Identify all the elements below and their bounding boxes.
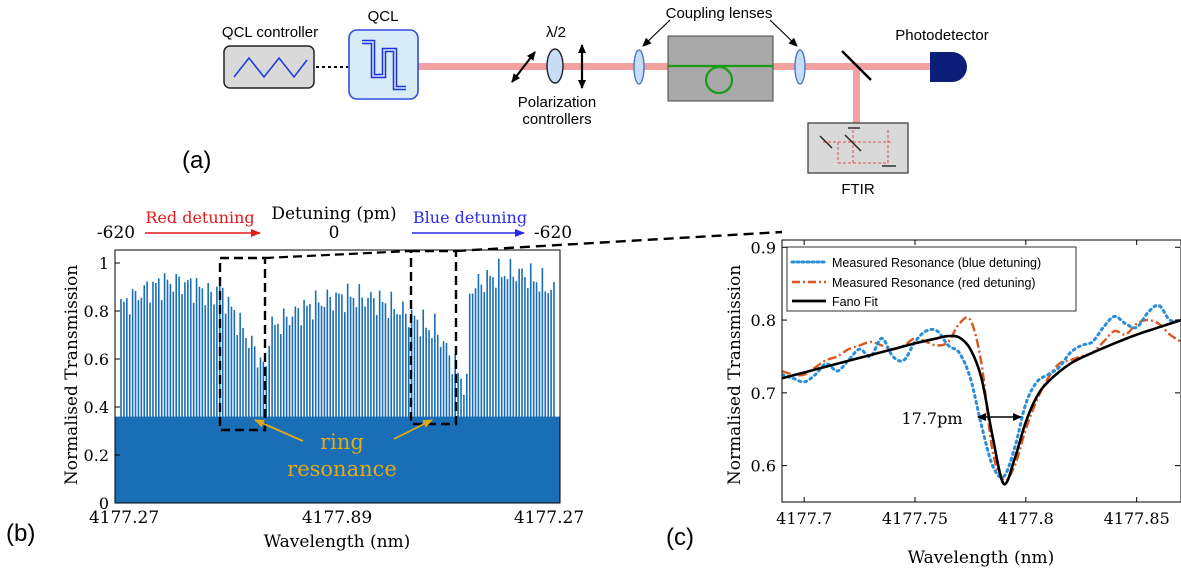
top-tick-right: -620 [534,223,572,243]
lens-pointer-right [769,19,798,47]
panel-b-y-axis: 0 0.2 0.4 0.6 0.8 1 [84,254,120,513]
b-y-tick-label: 0.6 [84,350,109,369]
c-x-tick-label: 4177.75 [882,509,948,528]
series-line-2 [782,318,1181,486]
b-y-tick-label: 0 [99,494,109,513]
red-detuning-label: Red detuning [145,208,254,227]
panel-label-c: (c) [666,524,694,551]
qcl-label: QCL [368,8,399,25]
ring-arrow-right [393,419,433,440]
panel-c-series [782,303,1181,486]
chip [667,35,774,102]
b-x-axis-label: Wavelength (nm) [264,532,411,552]
b-y-axis-label: Normalised Transmission [62,265,82,485]
photodetector-icon [930,52,967,82]
polarization-arrow-diagonal [511,51,536,83]
top-tick-mid: 0 [329,223,340,243]
panel-c-x-axis: 4177.7 4177.75 4177.8 4177.85 [776,240,1170,528]
ring-arrow-left [254,419,304,442]
ring-label-line1: ring [320,430,364,454]
setup-diagram: QCL controller QCL λ/2 Polarization cont… [182,5,989,198]
panel-c-y-axis: 0.6 0.7 0.8 0.9 [751,238,1180,476]
c-y-axis-label: Normalised Transmission [725,265,745,485]
series-line-1 [782,316,1181,482]
c-y-tick-label: 0.6 [751,457,776,476]
b-y-tick-label: 1 [99,254,109,273]
c-x-tick-label: 4177.85 [1104,509,1170,528]
coupling-lens-right [794,49,806,85]
coupling-lens-left [633,49,645,85]
half-wave-label: λ/2 [546,24,566,41]
legend-box [786,246,1077,312]
half-wave-plate [546,48,564,84]
panel-c-legend: Measured Resonance (blue detuning) Measu… [786,246,1077,312]
legend-label-fit: Fano Fit [832,295,878,309]
series-line-0 [782,303,1181,479]
b-x-tick-mid: 4177.89 [302,508,372,528]
panel-label-b: (b) [6,520,35,547]
top-axis-title: Detuning (pm) [271,204,396,224]
ring-label-line2: resonance [287,457,397,481]
legend-label-red: Measured Resonance (red detuning) [832,276,1036,290]
top-tick-left: -620 [97,223,135,243]
b-y-tick-label: 0.2 [84,446,109,465]
interferometer-icon [823,130,893,164]
panel-b: 0 0.2 0.4 0.6 0.8 1 4177.27 4177.89 4177.27 W… [6,204,783,552]
fwhm-label: 17.7pm [901,409,962,428]
panel-c: 4177.7 4177.75 4177.8 4177.85 0.60.70.80.9 … [666,238,1181,568]
polarization-label-line2: controllers [522,111,591,128]
ring-resonator [704,65,734,95]
triangle-wave-icon [233,56,308,79]
c-y-tick-label: 0.7 [751,384,776,403]
photodetector-label: Photodetector [895,27,988,44]
zoom-box-left [218,256,267,432]
qcl-controller-box [223,45,315,89]
panel-b-top-axis: -620 0 -620 Detuning (pm) Red detuning B… [97,204,572,243]
qcl-controller-label: QCL controller [222,24,318,41]
ftir-label: FTIR [841,181,874,198]
b-x-tick-right: 4177.27 [514,508,584,528]
c-x-axis-label: Wavelength (nm) [908,548,1055,568]
zoom-box-right [409,249,458,426]
panel-b-x-axis: 4177.27 4177.89 4177.27 Wavelength (nm) [89,508,584,552]
c-y-tick-label: 0.9 [751,238,776,257]
c-x-tick-label: 4177.8 [998,509,1054,528]
spectrum-trace [115,258,560,503]
panel-label-a: (a) [182,147,211,174]
beam-splitter [841,50,872,81]
polarization-label-line1: Polarization [518,94,596,111]
zoom-connector-2 [455,230,783,253]
b-y-tick-label: 0.8 [84,302,109,321]
c-x-tick-label: 4177.7 [776,509,832,528]
laser-beam-ftir [853,68,860,123]
legend-label-blue: Measured Resonance (blue detuning) [832,256,1041,270]
c-y-tick-label: 0.8 [751,311,776,330]
coupling-lenses-label: Coupling lenses [666,5,773,22]
b-x-tick-left: 4177.27 [89,508,159,528]
blue-detuning-label: Blue detuning [413,208,527,227]
lens-pointer-left [642,19,671,47]
zoom-connector-1 [264,249,412,260]
b-y-tick-label: 0.4 [84,398,109,417]
